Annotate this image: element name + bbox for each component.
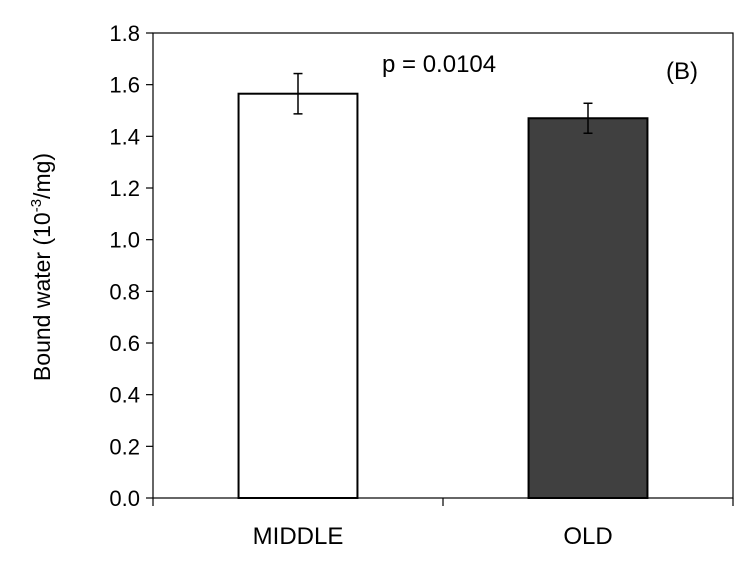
bars-group — [237, 92, 649, 499]
y-tick-label: 0.4 — [109, 383, 140, 408]
x-category-label: MIDDLE — [253, 523, 344, 550]
y-axis-title-exponent: -3 — [28, 199, 45, 212]
x-category-label: OLD — [563, 523, 612, 550]
bar — [527, 117, 649, 499]
y-axis-title-prefix: Bound water (10 — [29, 212, 55, 381]
y-tick-label: 1.8 — [109, 21, 140, 46]
y-axis-ticks: 0.0 0.2 0.4 0.6 0.8 1.0 1.2 1.4 1.6 1.8 — [109, 21, 153, 511]
bar — [237, 92, 359, 499]
y-tick-label: 0.0 — [109, 486, 140, 511]
y-tick-label: 0.8 — [109, 279, 140, 304]
y-tick-label: 1.2 — [109, 176, 140, 201]
y-tick-label: 1.0 — [109, 228, 140, 253]
x-axis-ticks: MIDDLE OLD — [152, 498, 734, 550]
y-tick-label: 0.6 — [109, 331, 140, 356]
y-tick-label: 0.2 — [109, 434, 140, 459]
y-tick-label: 1.4 — [109, 124, 140, 149]
panel-label: (B) — [666, 58, 698, 85]
p-value-annotation: p = 0.0104 — [382, 51, 496, 78]
y-axis-title-suffix: /mg) — [29, 153, 55, 199]
y-axis-title: Bound water (10-3/mg) — [28, 153, 55, 381]
y-tick-label: 1.6 — [109, 73, 140, 98]
error-bars-group — [293, 72, 593, 134]
